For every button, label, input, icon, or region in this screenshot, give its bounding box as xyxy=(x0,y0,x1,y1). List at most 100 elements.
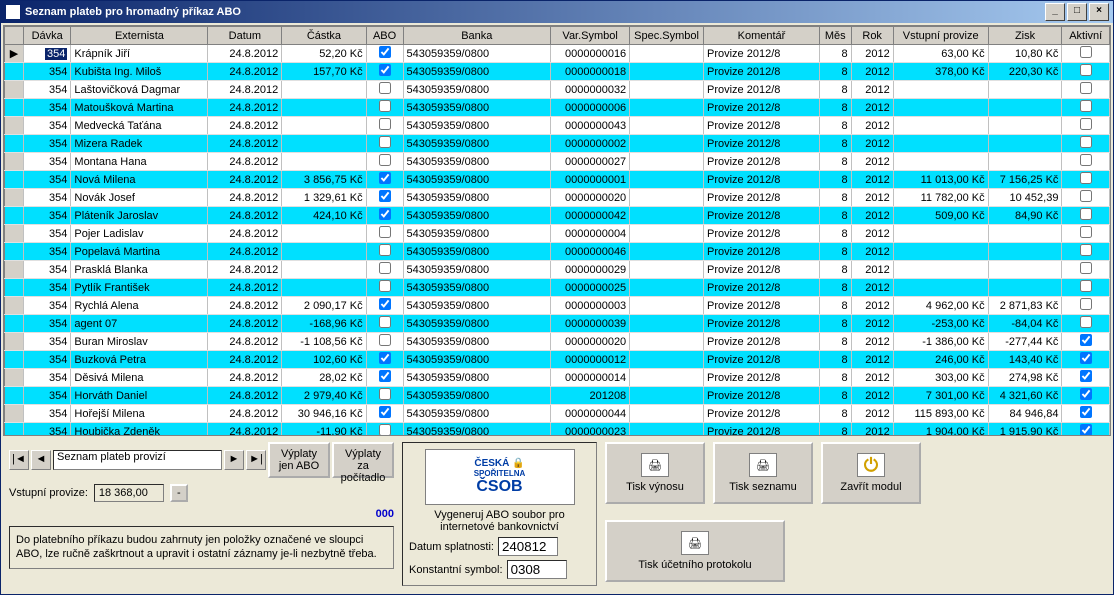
abo-checkbox[interactable] xyxy=(379,118,391,130)
akt-checkbox[interactable] xyxy=(1080,190,1092,202)
akt-checkbox[interactable] xyxy=(1080,244,1092,256)
abo-checkbox[interactable] xyxy=(379,352,391,364)
col-zisk[interactable]: Zisk xyxy=(988,27,1062,45)
datum-splatnosti-input[interactable] xyxy=(498,537,558,556)
akt-checkbox[interactable] xyxy=(1080,352,1092,364)
col-abo[interactable]: ABO xyxy=(366,27,403,45)
abo-checkbox[interactable] xyxy=(379,136,391,148)
col-datum[interactable]: Datum xyxy=(208,27,282,45)
dash-button[interactable]: - xyxy=(170,484,188,502)
abo-checkbox[interactable] xyxy=(379,424,391,435)
col-ext[interactable]: Externista xyxy=(71,27,208,45)
akt-checkbox[interactable] xyxy=(1080,334,1092,346)
abo-checkbox[interactable] xyxy=(379,226,391,238)
table-row[interactable]: 354Kubišta Ing. Miloš24.8.2012157,70 Kč5… xyxy=(5,63,1110,81)
akt-checkbox[interactable] xyxy=(1080,46,1092,58)
akt-checkbox[interactable] xyxy=(1080,100,1092,112)
abo-checkbox[interactable] xyxy=(379,154,391,166)
akt-checkbox[interactable] xyxy=(1080,64,1092,76)
table-row[interactable]: 354Pláteník Jaroslav24.8.2012424,10 Kč54… xyxy=(5,207,1110,225)
close-button[interactable]: × xyxy=(1089,3,1109,21)
abo-checkbox[interactable] xyxy=(379,388,391,400)
table-row[interactable]: 354Buzková Petra24.8.2012102,60 Kč543059… xyxy=(5,351,1110,369)
table-row[interactable]: 354Pojer Ladislav24.8.2012543059359/0800… xyxy=(5,225,1110,243)
akt-checkbox[interactable] xyxy=(1080,370,1092,382)
table-row[interactable]: 354Prasklá Blanka24.8.2012543059359/0800… xyxy=(5,261,1110,279)
generate-abo-label[interactable]: Vygeneruj ABO soubor prointernetové bank… xyxy=(434,509,564,533)
abo-checkbox[interactable] xyxy=(379,208,391,220)
abo-checkbox[interactable] xyxy=(379,334,391,346)
abo-checkbox[interactable] xyxy=(379,100,391,112)
table-row[interactable]: 354Matoušková Martina24.8.2012543059359/… xyxy=(5,99,1110,117)
table-row[interactable]: 354Popelavá Martina24.8.2012543059359/08… xyxy=(5,243,1110,261)
akt-checkbox[interactable] xyxy=(1080,406,1092,418)
akt-checkbox[interactable] xyxy=(1080,298,1092,310)
nav-first-button[interactable]: |◄ xyxy=(9,450,29,470)
table-row[interactable]: 354Hořejší Milena24.8.201230 946,16 Kč54… xyxy=(5,405,1110,423)
akt-checkbox[interactable] xyxy=(1080,226,1092,238)
akt-checkbox[interactable] xyxy=(1080,388,1092,400)
col-kom[interactable]: Komentář xyxy=(703,27,819,45)
vyplaty-abo-button[interactable]: Výplaty jen ABO xyxy=(268,442,330,478)
col-ss[interactable]: Spec.Symbol xyxy=(630,27,704,45)
zavrit-modul-button[interactable]: ⏻ Zavřít modul xyxy=(821,442,921,504)
col-vprov[interactable]: Vstupní provize xyxy=(893,27,988,45)
table-row[interactable]: 354Medvecká Taťána24.8.2012543059359/080… xyxy=(5,117,1110,135)
vyplaty-pocitadlo-button[interactable]: Výplaty za počítadlo xyxy=(332,442,394,478)
record-label[interactable]: Seznam plateb provizí xyxy=(53,450,222,470)
abo-checkbox[interactable] xyxy=(379,298,391,310)
maximize-button[interactable]: □ xyxy=(1067,3,1087,21)
akt-checkbox[interactable] xyxy=(1080,208,1092,220)
col-castka[interactable]: Částka xyxy=(282,27,366,45)
col-vs[interactable]: Var.Symbol xyxy=(551,27,630,45)
akt-checkbox[interactable] xyxy=(1080,316,1092,328)
abo-checkbox[interactable] xyxy=(379,82,391,94)
tisk-protokolu-button[interactable]: 🖨 Tisk účetního protokolu xyxy=(605,520,785,582)
col-rok[interactable]: Rok xyxy=(851,27,893,45)
abo-checkbox[interactable] xyxy=(379,244,391,256)
table-row[interactable]: 354Buran Miroslav24.8.2012-1 108,56 Kč54… xyxy=(5,333,1110,351)
akt-checkbox[interactable] xyxy=(1080,280,1092,292)
abo-checkbox[interactable] xyxy=(379,280,391,292)
akt-checkbox[interactable] xyxy=(1080,82,1092,94)
table-row[interactable]: 354Laštovičková Dagmar24.8.2012543059359… xyxy=(5,81,1110,99)
abo-checkbox[interactable] xyxy=(379,172,391,184)
akt-checkbox[interactable] xyxy=(1080,262,1092,274)
akt-checkbox[interactable] xyxy=(1080,424,1092,435)
table-row[interactable]: ▶354Krápník Jiří24.8.201252,20 Kč5430593… xyxy=(5,45,1110,63)
col-rowhead[interactable] xyxy=(5,27,24,45)
table-row[interactable]: 354Novák Josef24.8.20121 329,61 Kč543059… xyxy=(5,189,1110,207)
abo-checkbox[interactable] xyxy=(379,190,391,202)
abo-checkbox[interactable] xyxy=(379,316,391,328)
col-akt[interactable]: Aktivní xyxy=(1062,27,1110,45)
table-row[interactable]: 354Nová Milena24.8.20123 856,75 Kč543059… xyxy=(5,171,1110,189)
data-grid[interactable]: DávkaExternistaDatumČástkaABOBankaVar.Sy… xyxy=(3,25,1111,436)
table-row[interactable]: 354agent 0724.8.2012-168,96 Kč543059359/… xyxy=(5,315,1110,333)
minimize-button[interactable]: _ xyxy=(1045,3,1065,21)
table-row[interactable]: 354Montana Hana24.8.2012543059359/080000… xyxy=(5,153,1110,171)
table-row[interactable]: 354Houbička Zdeněk24.8.2012-11,90 Kč5430… xyxy=(5,423,1110,436)
abo-checkbox[interactable] xyxy=(379,46,391,58)
nav-prev-button[interactable]: ◄ xyxy=(31,450,51,470)
tisk-vynosu-button[interactable]: 🖨 Tisk výnosu xyxy=(605,442,705,504)
table-row[interactable]: 354Pytlík František24.8.2012543059359/08… xyxy=(5,279,1110,297)
table-row[interactable]: 354Mizera Radek24.8.2012543059359/080000… xyxy=(5,135,1110,153)
abo-checkbox[interactable] xyxy=(379,64,391,76)
table-row[interactable]: 354Rychlá Alena24.8.20122 090,17 Kč54305… xyxy=(5,297,1110,315)
akt-checkbox[interactable] xyxy=(1080,154,1092,166)
konstantni-symbol-input[interactable] xyxy=(507,560,567,579)
abo-checkbox[interactable] xyxy=(379,262,391,274)
nav-next-button[interactable]: ► xyxy=(224,450,244,470)
akt-checkbox[interactable] xyxy=(1080,118,1092,130)
table-row[interactable]: 354Děsivá Milena24.8.201228,02 Kč5430593… xyxy=(5,369,1110,387)
akt-checkbox[interactable] xyxy=(1080,136,1092,148)
abo-checkbox[interactable] xyxy=(379,370,391,382)
table-row[interactable]: 354Horváth Daniel24.8.20122 979,40 Kč543… xyxy=(5,387,1110,405)
col-davka[interactable]: Dávka xyxy=(23,27,70,45)
abo-checkbox[interactable] xyxy=(379,406,391,418)
titlebar[interactable]: Seznam plateb pro hromadný příkaz ABO _ … xyxy=(1,1,1113,23)
tisk-seznamu-button[interactable]: 🖨 Tisk seznamu xyxy=(713,442,813,504)
akt-checkbox[interactable] xyxy=(1080,172,1092,184)
nav-last-button[interactable]: ►| xyxy=(246,450,266,470)
col-banka[interactable]: Banka xyxy=(403,27,551,45)
